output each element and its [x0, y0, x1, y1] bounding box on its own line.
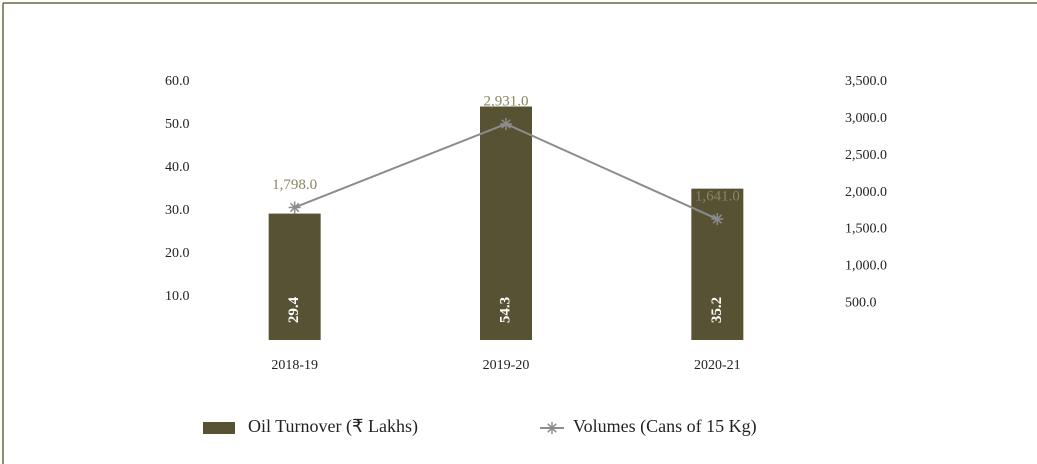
bar — [268, 213, 321, 340]
legend-label: Oil Turnover (₹ Lakhs) — [248, 416, 418, 437]
line-marker — [288, 201, 301, 214]
line-value-label: 2,931.0 — [484, 93, 529, 109]
line-marker — [711, 213, 724, 226]
line-value-label: 1,798.0 — [272, 177, 317, 193]
y-tick-label: 50.0 — [165, 117, 190, 132]
bar — [480, 106, 532, 340]
y2-tick-label: 500.0 — [845, 295, 877, 310]
y2-tick-label: 1,000.0 — [845, 259, 887, 274]
y2-tick-label: 2,500.0 — [845, 148, 887, 163]
legend-swatch — [203, 422, 235, 434]
y2-tick-label: 1,500.0 — [845, 222, 887, 237]
x-tick-label: 2018-19 — [271, 358, 318, 373]
x-tick-label: 2019-20 — [483, 358, 530, 373]
y2-tick-label: 2,000.0 — [845, 185, 887, 200]
y2-tick-label: 3,000.0 — [845, 111, 887, 126]
legend-label: Volumes (Cans of 15 Kg) — [573, 416, 757, 437]
y2-tick-label: 3,500.0 — [845, 74, 887, 89]
y-tick-label: 60.0 — [165, 74, 190, 89]
y-tick-label: 40.0 — [165, 160, 190, 175]
bar-value-label: 35.2 — [709, 297, 725, 323]
x-tick-label: 2020-21 — [694, 358, 741, 373]
y-tick-label: 30.0 — [165, 203, 190, 218]
bar-value-label: 29.4 — [286, 296, 302, 323]
y-tick-label: 20.0 — [165, 246, 190, 261]
bar-value-label: 54.3 — [497, 297, 513, 323]
line-marker — [500, 117, 512, 130]
y-tick-label: 10.0 — [165, 289, 190, 304]
line-value-label: 1,641.0 — [695, 188, 740, 204]
legend-marker — [546, 422, 558, 434]
